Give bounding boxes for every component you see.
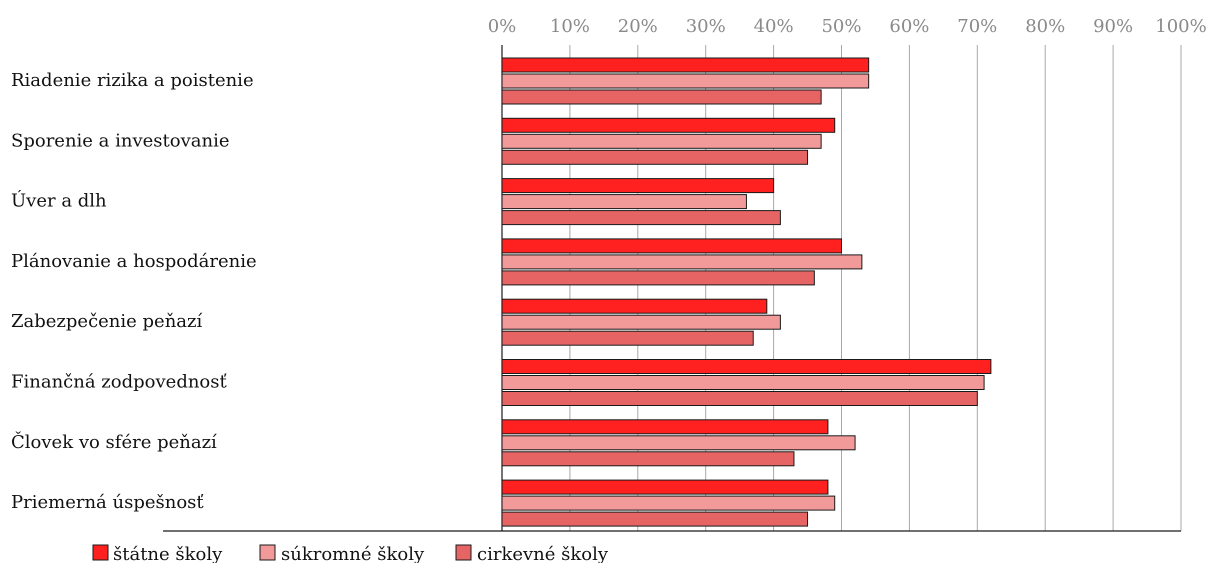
- category-label: Sporenie a investovanie: [11, 130, 230, 151]
- legend-label-2: súkromné školy: [281, 544, 425, 563]
- category-label: Finančná zodpovednosť: [11, 372, 228, 393]
- bar-1: [501, 117, 836, 133]
- x-tick-label: 50%: [821, 16, 861, 37]
- x-tick-label: 60%: [889, 16, 929, 37]
- x-tick-label: 10%: [550, 16, 590, 37]
- bar-3: [501, 391, 978, 406]
- legend-swatch-1: [92, 544, 109, 561]
- category-label: Priemerná úspešnosť: [11, 492, 204, 513]
- legend-swatch-2: [259, 544, 276, 561]
- bar-1: [501, 238, 842, 254]
- x-tick-label: 20%: [618, 16, 658, 37]
- bar-3: [501, 511, 809, 527]
- bar-1: [501, 57, 870, 73]
- x-tick-label: 40%: [754, 16, 794, 37]
- bar-2: [501, 375, 985, 390]
- legend-swatch-3: [455, 544, 472, 561]
- bar-2: [501, 73, 870, 89]
- x-tick-label: 80%: [1025, 16, 1065, 37]
- x-tick-label: 90%: [1093, 16, 1133, 37]
- bar-2: [501, 194, 747, 210]
- bar-3: [501, 149, 809, 165]
- legend: štátne školy súkromné školy cirkevné školy: [92, 544, 609, 563]
- bar-1: [501, 298, 768, 314]
- bar-1: [501, 479, 829, 495]
- category-label: Riadenie rizika a poistenie: [11, 70, 254, 91]
- category-label: Zabezpečenie peňazí: [11, 311, 203, 332]
- x-axis-tick-labels: 0% 10% 20% 30% 40% 50% 60% 70% 80% 90% 100%: [488, 16, 1207, 37]
- bar-2: [501, 314, 781, 330]
- category-labels: Riadenie rizika a poistenie Sporenie a in…: [11, 70, 257, 513]
- category-label: Človek vo sfére peňazí: [11, 430, 217, 453]
- bar-2: [501, 495, 836, 511]
- x-tick-label: 0%: [488, 16, 517, 37]
- x-tick-label: 70%: [957, 16, 997, 37]
- bar-1: [501, 178, 775, 194]
- bar-2: [501, 435, 856, 451]
- bars: [501, 57, 992, 527]
- legend-label-3: cirkevné školy: [477, 544, 609, 563]
- category-label: Úver a dlh: [11, 189, 107, 212]
- bar-3: [501, 89, 822, 105]
- bar-3: [501, 451, 795, 467]
- bar-1: [501, 359, 992, 374]
- bar-2: [501, 254, 863, 270]
- x-tick-label: 30%: [686, 16, 726, 37]
- bar-3: [501, 210, 781, 226]
- category-label: Plánovanie a hospodárenie: [11, 251, 257, 272]
- legend-label-1: štátne školy: [113, 544, 223, 563]
- bar-3: [501, 270, 815, 286]
- bar-1: [501, 419, 829, 435]
- bar-3: [501, 330, 754, 346]
- x-tick-label: 100%: [1155, 16, 1206, 37]
- bar-2: [501, 133, 822, 149]
